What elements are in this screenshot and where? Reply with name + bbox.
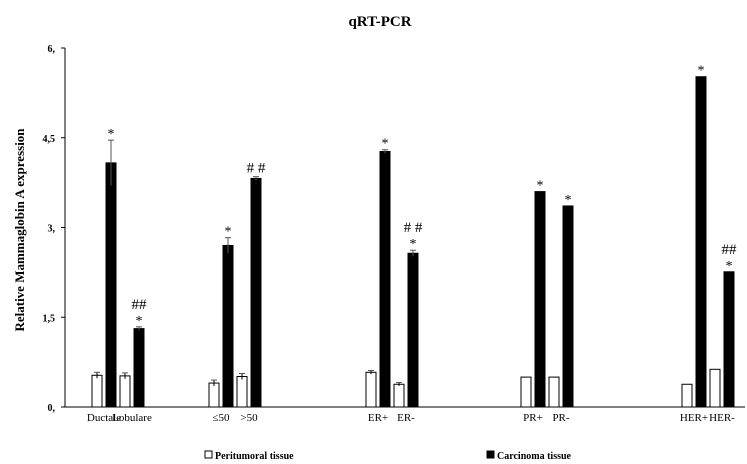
bar-carcinoma	[222, 244, 234, 408]
x-category-label: PR-	[552, 412, 569, 424]
x-category-label: HER+	[680, 412, 708, 424]
y-axis-label: Relative Mammaglobin A expression	[12, 128, 27, 332]
significance-hash: # #	[404, 220, 423, 236]
bar-carcinoma	[250, 177, 262, 408]
bar-carcinoma	[562, 205, 574, 408]
chart-title: qRT-PCR	[348, 14, 411, 30]
significance-hash: ##	[132, 297, 148, 313]
bar-peritumoral	[709, 368, 721, 408]
significance-star: *	[108, 127, 115, 142]
bar-peritumoral	[548, 376, 560, 408]
bar-peritumoral	[365, 371, 377, 408]
bar-peritumoral	[520, 376, 532, 408]
bar-peritumoral	[393, 383, 405, 408]
significance-star: *	[136, 314, 143, 329]
x-category-label: Lobulare	[112, 412, 152, 424]
bar-peritumoral	[119, 375, 131, 408]
bar-carcinoma	[534, 191, 546, 408]
significance-star: *	[537, 179, 544, 194]
y-tick-label: 4,5	[43, 134, 56, 145]
legend-label-peritumoral: Peritumoral tissue	[215, 451, 294, 462]
significance-star: *	[225, 225, 232, 240]
x-category-label: ER+	[368, 412, 388, 424]
significance-star: *	[382, 137, 389, 152]
x-category-label: >50	[240, 412, 258, 424]
x-category-label: HER-	[709, 412, 735, 424]
legend-swatch-peritumoral	[204, 450, 213, 459]
x-category-label: ER-	[397, 412, 415, 424]
y-tick-label: 6,	[48, 44, 56, 55]
legend-label-carcinoma: Carcinoma tissue	[497, 451, 572, 462]
y-tick-label: 1,5	[43, 313, 56, 324]
x-category-label: PR+	[523, 412, 543, 424]
significance-star: *	[410, 237, 417, 252]
x-category-label: ≤50	[212, 412, 230, 424]
significance-hash: ##	[722, 242, 738, 258]
significance-star: *	[565, 193, 572, 208]
bar-peritumoral	[91, 374, 103, 408]
bar-peritumoral	[236, 375, 248, 408]
significance-hash: # #	[247, 161, 266, 177]
bar-carcinoma	[105, 162, 117, 408]
bar-carcinoma	[723, 271, 735, 408]
y-tick-label: 3,	[48, 224, 56, 235]
significance-star: *	[726, 259, 733, 274]
bar-carcinoma	[695, 76, 707, 408]
legend-swatch-carcinoma	[486, 450, 495, 459]
bar-carcinoma	[407, 252, 419, 408]
y-tick-label: 0,	[48, 403, 56, 414]
bar-peritumoral	[681, 383, 693, 408]
bar-carcinoma	[379, 151, 391, 408]
bar-carcinoma	[133, 328, 145, 408]
x-category-label: Ductale	[87, 412, 121, 424]
bar-peritumoral	[208, 382, 220, 408]
legend: Peritumoral tissue Carcinoma tissue	[204, 450, 572, 462]
significance-star: *	[698, 64, 705, 79]
